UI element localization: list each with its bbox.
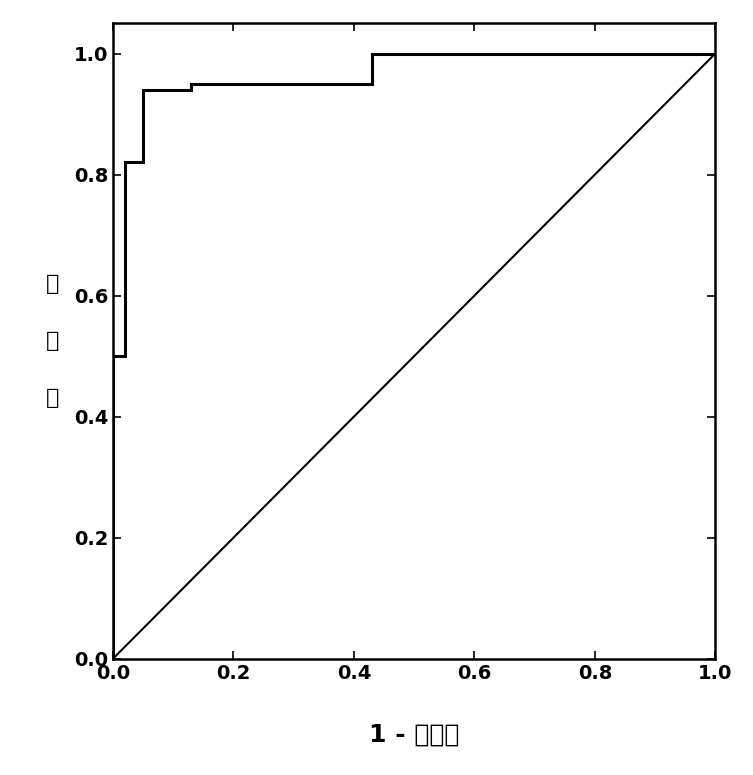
Text: 感: 感	[46, 331, 59, 351]
Text: 度: 度	[46, 388, 59, 408]
Text: 敏: 敏	[46, 274, 59, 294]
Text: 1 - 特异性: 1 - 特异性	[369, 722, 459, 746]
